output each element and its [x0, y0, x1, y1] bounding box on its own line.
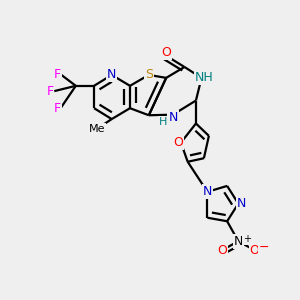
Text: N: N — [168, 110, 178, 124]
Text: F: F — [46, 85, 53, 98]
Text: +: + — [243, 234, 250, 244]
Text: N: N — [234, 235, 243, 248]
Text: N: N — [107, 68, 116, 81]
Text: O: O — [217, 244, 227, 256]
Text: NH: NH — [194, 71, 213, 84]
Text: H: H — [158, 117, 167, 127]
Text: O: O — [250, 244, 260, 256]
Text: O: O — [173, 136, 183, 149]
Text: −: − — [259, 241, 269, 254]
Text: F: F — [54, 68, 61, 80]
Text: N: N — [203, 185, 212, 198]
Text: Me: Me — [89, 124, 105, 134]
Text: F: F — [54, 102, 61, 115]
Text: S: S — [145, 68, 153, 81]
Text: N: N — [237, 197, 246, 210]
Text: O: O — [161, 46, 171, 59]
